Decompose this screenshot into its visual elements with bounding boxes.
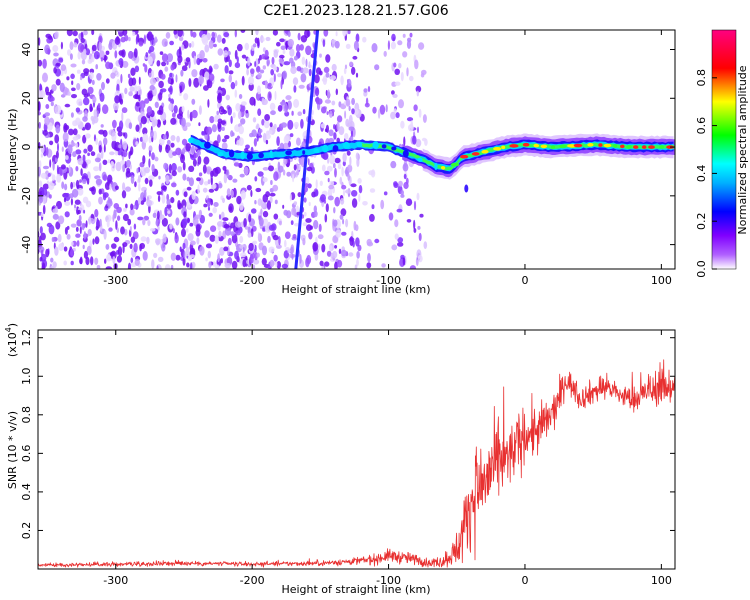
ridge-blob [246,153,253,160]
colorbar-tick-label: 0.4 [695,165,708,183]
ridge-blob [217,152,224,157]
y-tick-label: 0.4 [20,483,33,501]
ridge-blob [228,149,235,158]
ridge-core [620,144,625,149]
chart-title: C2E1.2023.128.21.57.G06 [263,3,448,19]
y-tick-label: 0.6 [20,445,33,463]
ridge-core [450,162,460,167]
ridge-core [603,143,612,148]
ridge-outlier [464,184,469,193]
ridge-core [648,145,655,149]
y-tick-label: 20 [20,91,33,105]
x-tick-label: -300 [103,274,128,287]
y-tick-label: 40 [20,43,33,57]
ridge-core [501,145,506,150]
ridge-core [533,143,540,148]
x-tick-label: 100 [651,574,672,587]
snr-y-ticks: 0.2 0.4 0.6 0.8 1.0 1.2 [20,329,675,539]
ridge-core [460,154,469,159]
ridge-core [659,145,665,149]
colorbar-label: Normalized spectral amplitude [736,65,749,234]
spectrogram-y-axis-label: Frequency (Hz) [6,109,19,192]
snr-frame [37,329,676,570]
ridge-blob [434,162,438,170]
spectrogram-y-ticks: -40 -20 0 20 40 [20,43,675,254]
snr-plot-area [38,359,675,568]
x-tick-label: -200 [240,274,265,287]
x-tick-label: -100 [376,574,401,587]
y-tick-label: 0.8 [20,406,33,424]
ridge-core [471,152,480,156]
spectrogram-noise [38,30,428,269]
colorbar-tick-label: 0.2 [695,212,708,230]
ridge-core [481,149,489,154]
ridge-core [598,143,603,147]
ridge-core [573,143,583,148]
spectrogram-frame [37,29,676,270]
ridge-blob [269,150,273,159]
ridge-core [540,144,548,149]
ridge-core [633,145,639,149]
snr-y-axis-label: SNR (10 * v/v) [6,411,19,489]
ridge-blob [302,150,306,155]
ridge-blob [372,141,379,149]
x-tick-label: 0 [521,574,528,587]
colorbar-gradient [711,29,737,270]
snr-y-multiplier: (x104) [4,323,19,357]
x-tick-label: -300 [103,574,128,587]
ridge-core [613,144,618,148]
ridge-blob [342,141,350,149]
spectrogram-x-ticks: -300 -200 -100 0 100 [103,30,672,287]
ridge-blob [391,146,397,151]
ridge-core [587,143,594,147]
y-tick-label: -20 [20,187,33,205]
ridge-core [550,145,556,149]
y-tick-label: 0 [20,144,33,151]
colorbar-tick-label: 0.8 [695,69,708,87]
ridge-blob [285,150,292,156]
y-tick-label: 1.0 [20,368,33,386]
y-tick-label: 0.2 [20,522,33,540]
x-tick-label: -100 [376,274,401,287]
y-tick-label: -40 [20,236,33,254]
x-tick-label: 100 [651,274,672,287]
snr-panel: -300 -200 -100 0 100 0.2 0.4 0.6 0.8 1.0 1.2 Heig… [4,323,676,596]
ridge-blob [240,151,245,160]
ridge-blob [188,137,194,144]
snr-series-line [38,359,675,568]
ridge-blob [258,152,264,159]
ridge-core [522,142,530,147]
x-tick-label: 0 [521,274,528,287]
x-tick-label: -200 [240,574,265,587]
ridge-core [493,147,502,151]
ridge-blob [204,141,211,149]
ridge-blob [356,141,363,148]
colorbar-ticks: 0.0 0.2 0.4 0.6 0.8 [695,69,717,278]
ridge-core [626,145,632,149]
colorbar-tick-label: 0.0 [695,260,708,278]
colorbar-tick-label: 0.6 [695,117,708,135]
ridge-core [509,144,519,148]
y-tick-label: 1.2 [20,329,33,347]
ridge-core [559,144,567,149]
ridge-blob [313,148,320,154]
spectrogram-ridge [188,133,675,193]
ridge-blob [322,144,329,153]
spectrogram-x-axis-label: Height of straight line (km) [281,283,430,296]
spectrogram-plot-area [38,30,675,269]
snr-x-axis-label: Height of straight line (km) [281,583,430,596]
ridge-blob [402,149,409,158]
ridge-blob [381,144,387,149]
ridge-blob [417,157,423,162]
ridge-blob [332,145,339,152]
ridge-core [641,145,647,149]
colorbar: 0.0 0.2 0.4 0.6 0.8 Normalized spectral ampl… [695,29,749,278]
ridge-core [441,166,446,170]
snr-x-ticks: -300 -200 -100 0 100 [103,330,672,587]
